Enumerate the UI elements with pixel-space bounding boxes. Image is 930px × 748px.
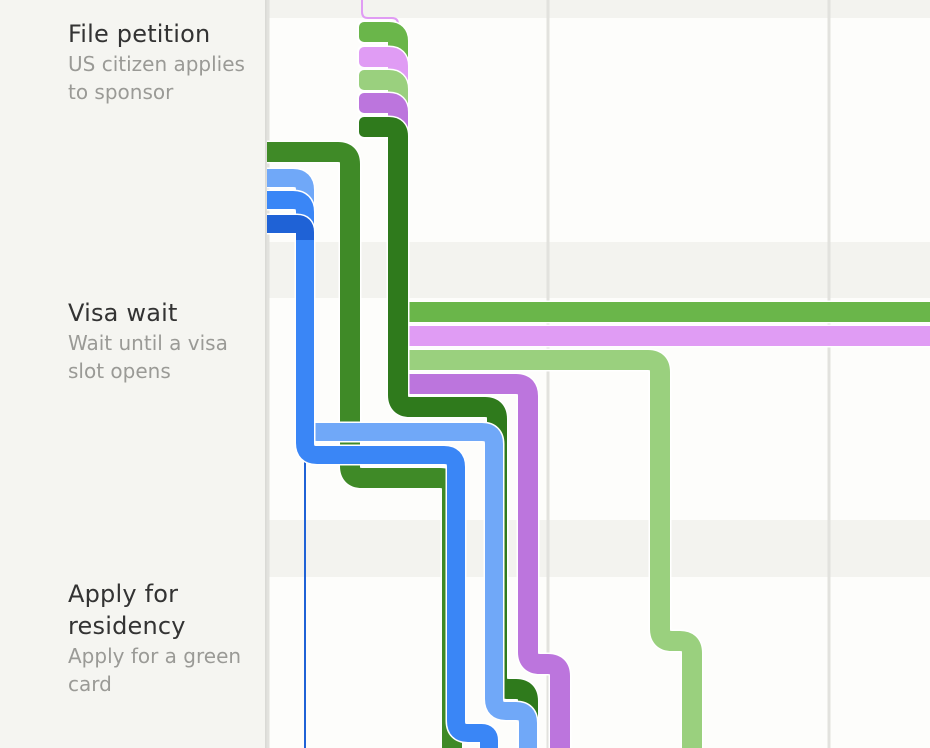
ribbon-green-darker — [379, 117, 538, 748]
ribbon-green-light — [379, 70, 702, 748]
stage-title: Apply for residency — [68, 580, 186, 640]
stage-labels-panel: File petition US citizen applies to spon… — [0, 0, 267, 748]
stage-divider-band — [267, 242, 930, 298]
ribbon-blue-light — [267, 169, 537, 748]
ribbon-blue-dark — [267, 215, 314, 241]
stage-subtitle: Wait until a visa slot opens — [68, 331, 228, 383]
stage-divider-band — [267, 0, 930, 18]
ribbon-blue-mid — [267, 191, 498, 748]
stage-file-petition: File petition US citizen applies to spon… — [68, 18, 263, 106]
stage-visa-wait: Visa wait Wait until a visa slot opens — [68, 297, 263, 385]
stage-divider-band — [267, 520, 930, 577]
stage-title: Visa wait — [68, 299, 178, 327]
stage-apply-residency: Apply for residency Apply for a green ca… — [68, 578, 263, 698]
connector-line — [361, 0, 399, 310]
ribbon-purple-mid — [379, 93, 570, 748]
stage-subtitle: US citizen applies to sponsor — [68, 52, 245, 104]
stage-title: File petition — [68, 20, 211, 48]
stage-subtitle: Apply for a green card — [68, 644, 242, 696]
